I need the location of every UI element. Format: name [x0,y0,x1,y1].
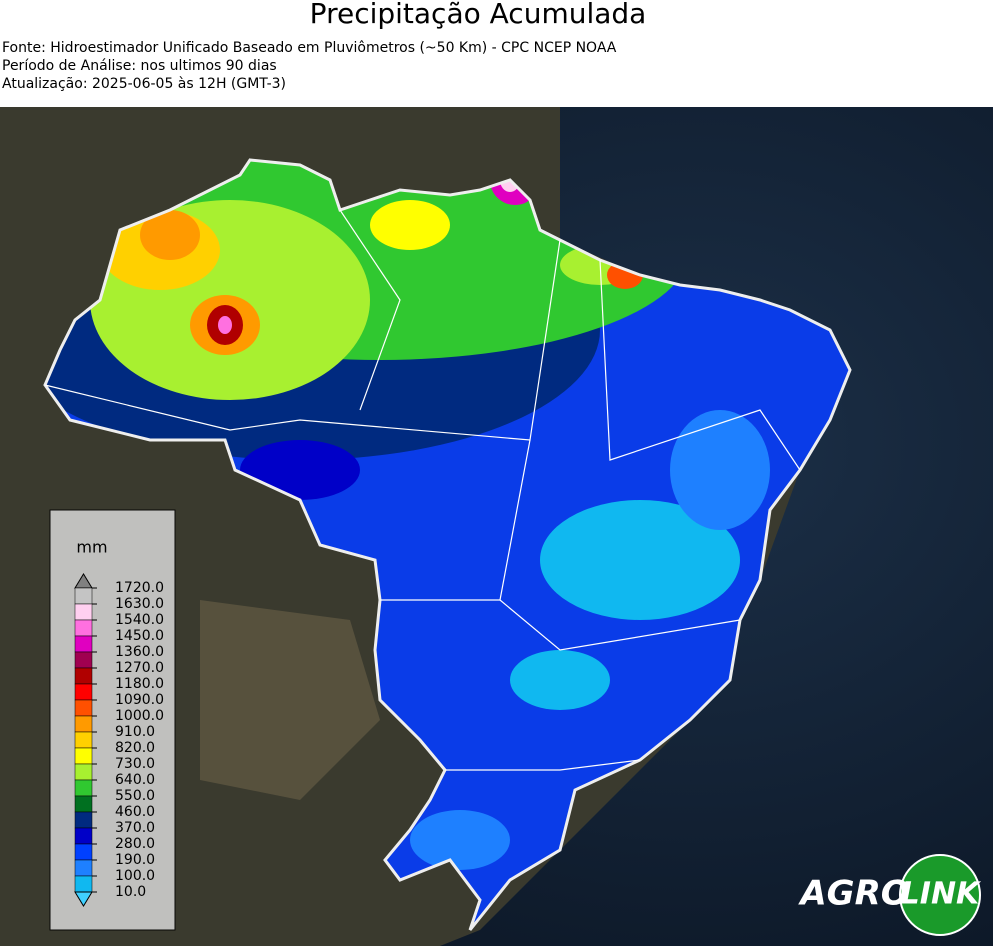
colorbar-label: 1450.0 [115,628,164,644]
title: Precipitação Acumulada [310,0,647,30]
colorbar-band [74,843,93,861]
colorbar-band [74,747,93,765]
subtitle-line: Atualização: 2025-06-05 às 12H (GMT-3) [2,76,286,92]
colorbar-band [74,779,93,797]
colorbar-band [74,811,93,829]
colorbar-band [74,587,93,605]
colorbar-label: 550.0 [115,788,155,804]
colorbar-label: 10.0 [115,884,146,900]
logo-text: LINK [901,877,982,912]
colorbar-band [74,795,93,813]
colorbar-band [74,763,93,781]
colorbar-band [74,603,93,621]
colorbar-label: 1630.0 [115,596,164,612]
subtitle-line: Fonte: Hidroestimador Unificado Baseado … [2,40,617,56]
logo-text: AGRO [797,874,909,914]
subtitle: Fonte: Hidroestimador Unificado Baseado … [2,40,617,92]
legend-unit: mm [76,538,107,557]
colorbar-band [74,859,93,877]
colorbar-label: 100.0 [115,868,155,884]
colorbar-band [74,667,93,685]
colorbar-label: 370.0 [115,820,155,836]
colorbar-band [74,731,93,749]
colorbar-label: 640.0 [115,772,155,788]
colorbar-label: 1180.0 [115,676,164,692]
colorbar-label: 1360.0 [115,644,164,660]
legend [49,509,176,931]
colorbar-label: 280.0 [115,836,155,852]
colorbar: 1720.01630.01540.01450.01360.01270.01180… [74,573,164,907]
map [0,107,993,946]
colorbar-label: 1540.0 [115,612,164,628]
land [200,600,380,800]
colorbar-label: 820.0 [115,740,155,756]
colorbar-label: 1720.0 [115,580,164,596]
colorbar-label: 910.0 [115,724,155,740]
colorbar-band [74,683,93,701]
subtitle-line: Período de Análise: nos ultimos 90 dias [2,58,277,74]
colorbar-band [74,715,93,733]
colorbar-band [74,651,93,669]
colorbar-band [74,619,93,637]
colorbar-label: 1090.0 [115,692,164,708]
colorbar-label: 190.0 [115,852,155,868]
state-borders [44,209,801,771]
colorbar-band [74,635,93,653]
colorbar-label: 460.0 [115,804,155,820]
colorbar-label: 730.0 [115,756,155,772]
colorbar-label: 1000.0 [115,708,164,724]
colorbar-band [74,699,93,717]
logo-circle [899,854,981,936]
colorbar-band [74,827,93,845]
colorbar-arrow [74,891,93,907]
colorbar-label: 1270.0 [115,660,164,676]
colorbar-band [74,875,93,893]
